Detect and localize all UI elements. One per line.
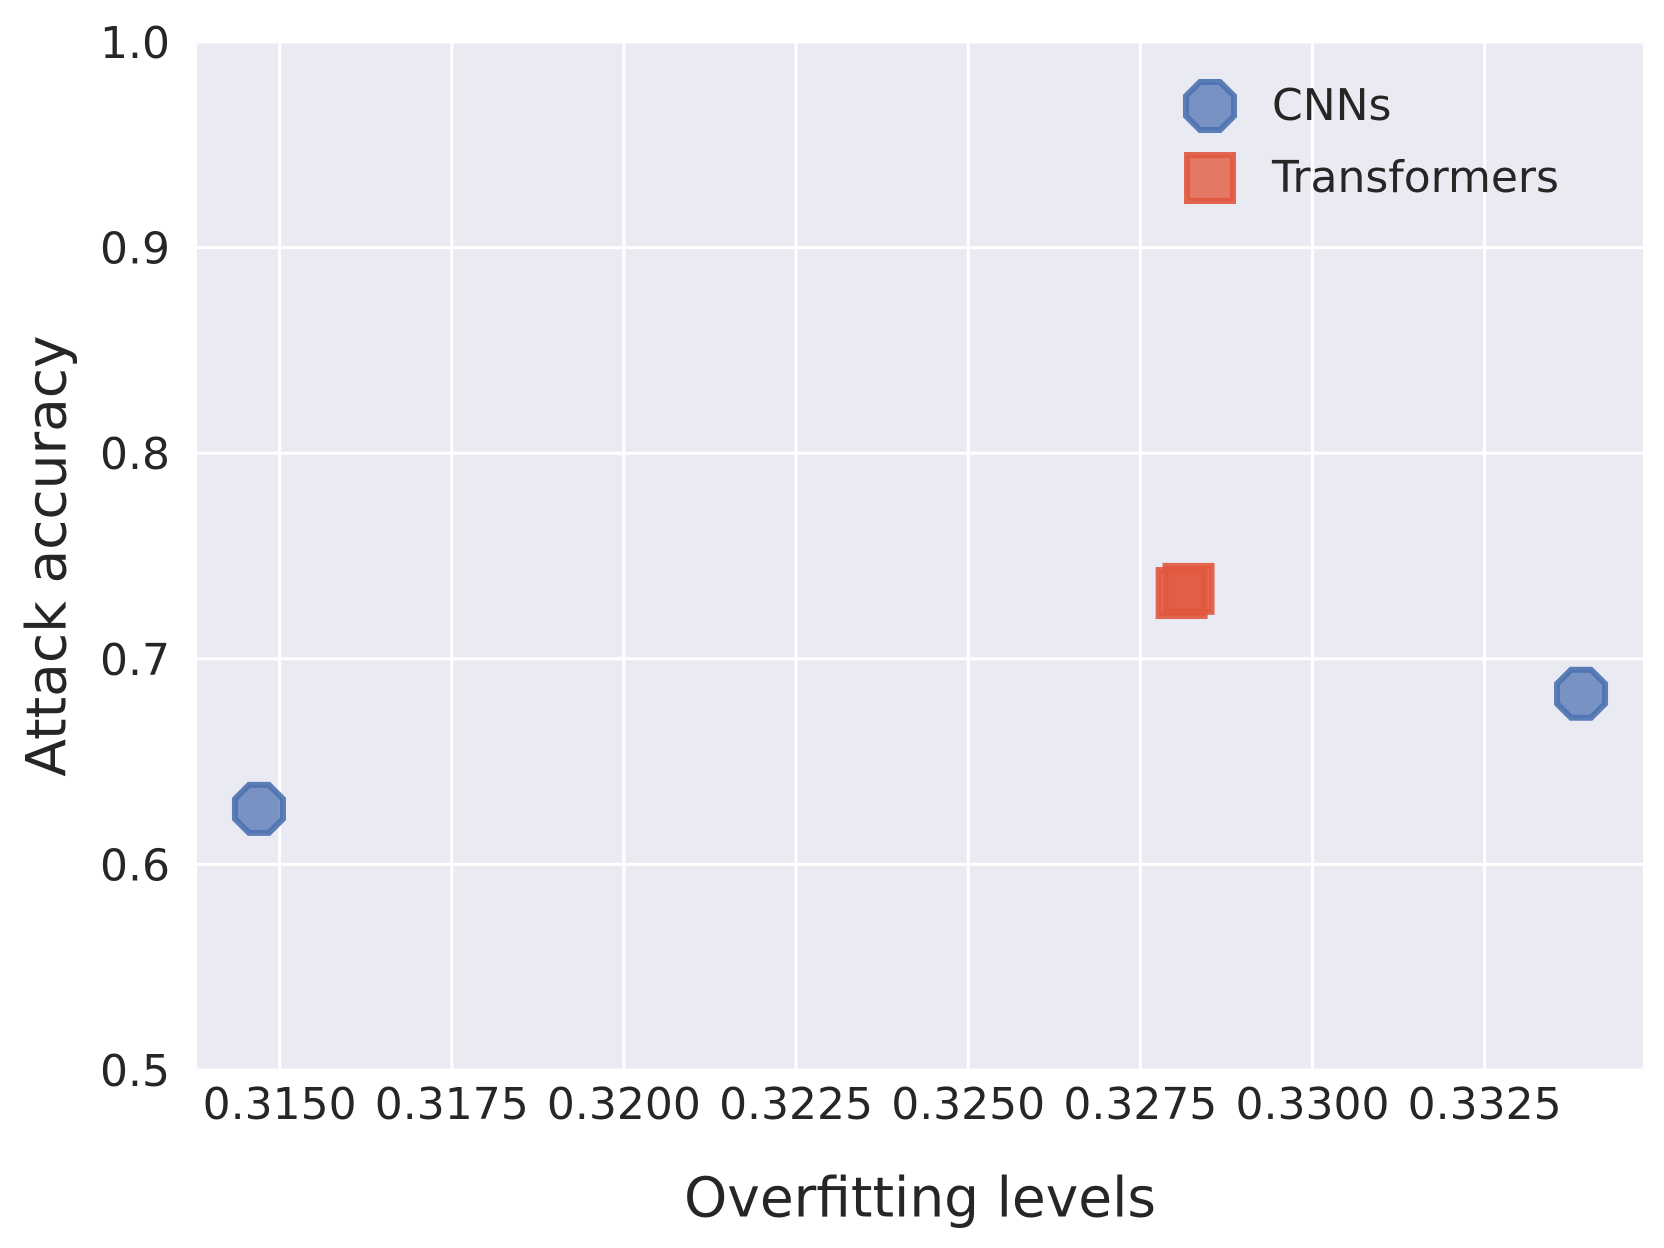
- data-point-cnns: [231, 781, 286, 836]
- legend-entry-transformers: Transformers: [1180, 142, 1559, 214]
- transformers-square-icon: [1184, 152, 1236, 204]
- x-tick-label: 0.3200: [547, 1079, 701, 1130]
- x-tick-label: 0.3175: [375, 1079, 529, 1130]
- y-tick-label: 0.6: [100, 840, 170, 891]
- x-tick-label: 0.3225: [719, 1079, 873, 1130]
- y-tick-label: 0.9: [100, 224, 170, 275]
- y-tick-label: 0.8: [100, 429, 170, 480]
- octagon-glyph: [1182, 78, 1238, 134]
- y-tick-label: 0.7: [100, 635, 170, 686]
- x-axis-label: Overfitting levels: [683, 1165, 1157, 1230]
- square-glyph: [1184, 152, 1236, 204]
- y-tick-label: 1.0: [100, 18, 170, 69]
- legend: CNNs Transformers: [1180, 70, 1559, 214]
- x-tick-label: 0.3250: [891, 1079, 1045, 1130]
- data-point-transformers: [1162, 562, 1215, 615]
- cnns-octagon-icon: [1182, 78, 1238, 134]
- x-tick-label: 0.3150: [203, 1079, 357, 1130]
- x-tick-label: 0.3325: [1408, 1079, 1562, 1130]
- x-tick-label: 0.3300: [1236, 1079, 1390, 1130]
- x-tick-label: 0.3275: [1063, 1079, 1217, 1130]
- y-tick-label: 0.5: [100, 1046, 170, 1097]
- y-axis-label: Attack accuracy: [14, 335, 79, 777]
- data-point-cnns: [1554, 666, 1609, 721]
- plot-area: [197, 42, 1643, 1070]
- legend-label-cnns: CNNs: [1272, 80, 1392, 131]
- legend-label-transformers: Transformers: [1272, 152, 1559, 203]
- legend-entry-cnns: CNNs: [1180, 70, 1559, 142]
